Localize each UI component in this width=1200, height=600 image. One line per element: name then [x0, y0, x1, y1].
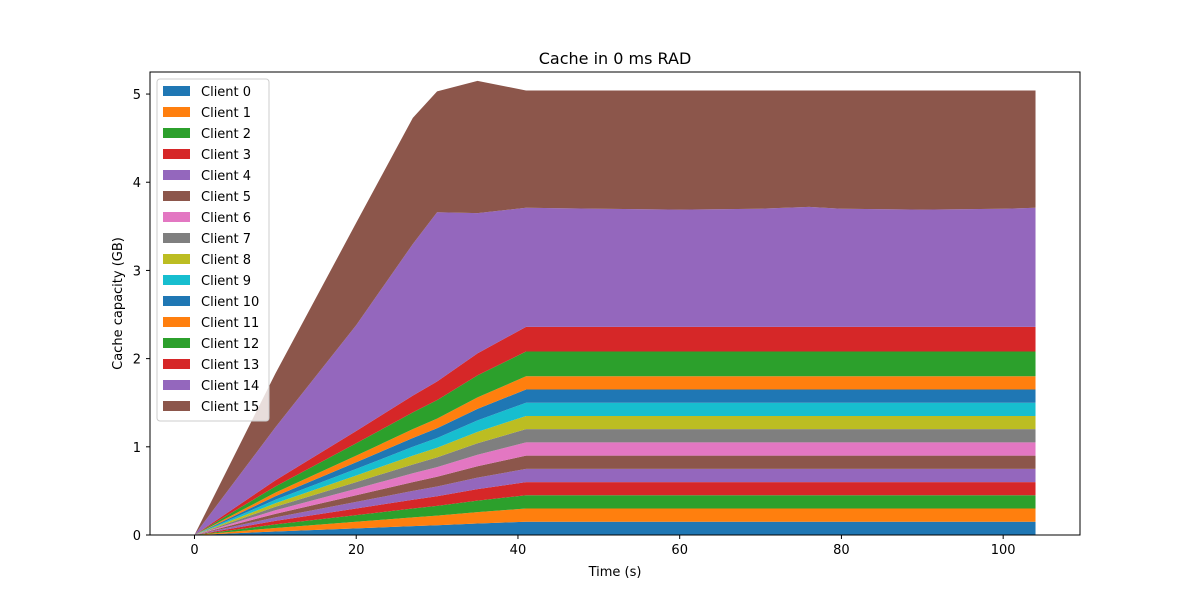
legend-swatch — [163, 233, 190, 243]
area-series-4 — [194, 468, 1036, 535]
legend-label: Client 13 — [201, 358, 259, 373]
legend-swatch — [163, 275, 190, 285]
legend-swatch — [163, 317, 190, 327]
legend-label: Client 14 — [201, 379, 259, 394]
y-tick-label: 1 — [133, 441, 141, 456]
x-tick-label: 20 — [348, 543, 365, 558]
legend-swatch — [163, 86, 190, 96]
legend-label: Client 3 — [201, 148, 251, 163]
legend-label: Client 4 — [201, 169, 251, 184]
x-tick-label: 60 — [671, 543, 688, 558]
legend-label: Client 10 — [201, 295, 259, 310]
legend-swatch — [163, 359, 190, 369]
area-series-8 — [194, 415, 1036, 535]
x-tick-label: 40 — [510, 543, 527, 558]
y-tick-label: 0 — [133, 529, 141, 544]
legend-label: Client 6 — [201, 211, 251, 226]
legend-label: Client 12 — [201, 337, 259, 352]
area-series-5 — [194, 455, 1036, 535]
y-tick-label: 2 — [133, 353, 141, 368]
y-tick-label: 5 — [133, 88, 141, 103]
area-series-2 — [194, 495, 1036, 535]
legend-swatch — [163, 254, 190, 264]
area-series-7 — [194, 429, 1036, 535]
legend-swatch — [163, 338, 190, 348]
x-axis-ticks: 0 20 40 60 80 100 — [190, 535, 1016, 558]
area-series-1 — [194, 508, 1036, 535]
chart-title: Cache in 0 ms RAD — [539, 49, 692, 68]
area-series-3 — [194, 482, 1036, 535]
legend-label: Client 5 — [201, 190, 251, 205]
legend-box — [156, 78, 270, 422]
area-series-11 — [194, 376, 1036, 535]
x-tick-label: 100 — [991, 543, 1016, 558]
legend-label: Client 2 — [201, 127, 251, 142]
legend-swatch — [163, 296, 190, 306]
y-tick-label: 3 — [133, 264, 141, 279]
area-series-group — [194, 80, 1036, 535]
legend-swatch — [163, 128, 190, 138]
area-series-0 — [194, 521, 1036, 535]
y-axis-ticks: 0 1 2 3 4 5 — [133, 88, 150, 544]
legend-label: Client 15 — [201, 400, 259, 415]
legend-swatch — [163, 212, 190, 222]
legend-label: Client 8 — [201, 253, 251, 268]
area-series-10 — [194, 389, 1036, 535]
plot-frame — [149, 71, 1081, 536]
area-series-14 — [194, 206, 1036, 535]
legend: Client 0 Client 1 Client 2 Client 3 Client 4… — [156, 78, 270, 422]
area-series-6 — [194, 442, 1036, 535]
x-tick-label: 80 — [833, 543, 850, 558]
legend-label: Client 1 — [201, 106, 251, 121]
y-axis-label: Cache capacity (GB) — [111, 237, 126, 370]
legend-swatch — [163, 107, 190, 117]
area-series-15 — [194, 80, 1036, 535]
legend-swatch — [163, 401, 190, 411]
legend-swatch — [163, 191, 190, 201]
x-axis-label: Time (s) — [588, 565, 642, 580]
legend-swatch — [163, 149, 190, 159]
legend-label: Client 0 — [201, 85, 251, 100]
legend-swatch — [163, 380, 190, 390]
area-series-9 — [194, 402, 1036, 535]
legend-swatch — [163, 170, 190, 180]
area-series-13 — [194, 326, 1036, 535]
legend-label: Client 7 — [201, 232, 251, 247]
y-tick-label: 4 — [133, 176, 141, 191]
area-series-12 — [194, 351, 1036, 535]
legend-label: Client 11 — [201, 316, 259, 331]
x-tick-label: 0 — [190, 543, 198, 558]
legend-label: Client 9 — [201, 274, 251, 289]
